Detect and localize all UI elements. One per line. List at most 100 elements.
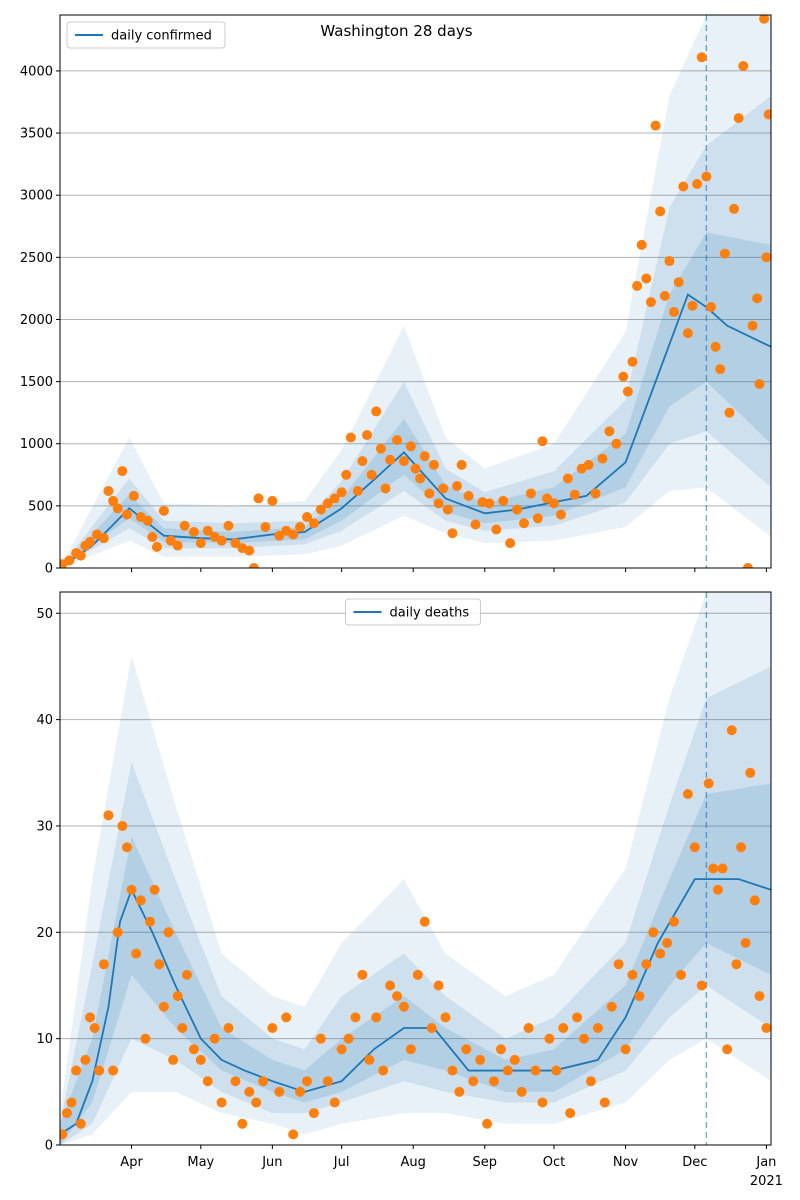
data-point [669, 307, 680, 318]
data-point [103, 485, 114, 496]
data-point [364, 1054, 375, 1065]
x-tick-label: Jul [333, 1155, 350, 1170]
data-point [488, 1076, 499, 1087]
data-point [675, 969, 686, 980]
data-point [696, 52, 707, 63]
data-point [433, 980, 444, 991]
data-point [565, 1108, 576, 1119]
data-point [128, 490, 139, 501]
data-point [761, 252, 771, 263]
y-tick-label: 2500 [20, 251, 53, 266]
y-tick-label: 500 [28, 499, 53, 514]
data-point [438, 483, 449, 494]
data-point [251, 1097, 262, 1108]
legend-label: daily confirmed [111, 29, 212, 44]
data-point [498, 495, 509, 506]
x-tick-label: Sep [472, 1155, 497, 1170]
data-point [583, 459, 594, 470]
data-point [71, 1065, 82, 1076]
data-point [719, 248, 730, 259]
data-point [447, 528, 458, 539]
data-point [627, 969, 638, 980]
data-point [701, 171, 712, 182]
data-point [733, 113, 744, 124]
data-point [154, 959, 165, 970]
data-point [426, 1023, 437, 1034]
y-tick-label: 10 [36, 1032, 53, 1047]
data-point [745, 767, 756, 778]
data-point [555, 509, 566, 520]
data-point [632, 280, 643, 291]
plot-area [60, 15, 771, 568]
legend-box [345, 598, 481, 626]
data-point [295, 1086, 306, 1097]
data-point [673, 277, 684, 288]
data-point [641, 273, 652, 284]
data-point [682, 789, 693, 800]
data-point [209, 1033, 220, 1044]
x-tick-year: 2021 [750, 1174, 783, 1189]
data-point [440, 1012, 451, 1023]
data-point [622, 386, 633, 397]
data-point [648, 927, 659, 938]
data-point [336, 1044, 347, 1055]
data-point [274, 530, 285, 541]
data-point [433, 498, 444, 509]
data-point [491, 524, 502, 535]
data-point [569, 489, 580, 500]
x-tick-label: Dec [682, 1155, 707, 1170]
data-point [302, 512, 313, 523]
data-point [345, 432, 356, 443]
data-point [343, 1033, 354, 1044]
data-point [664, 256, 675, 267]
data-point [147, 531, 158, 542]
data-point [620, 1044, 631, 1055]
data-point [375, 443, 386, 454]
data-point [731, 959, 742, 970]
data-point [66, 1097, 77, 1108]
data-point [89, 1023, 100, 1034]
data-point [410, 463, 421, 474]
data-point [98, 533, 109, 544]
data-point [288, 1129, 299, 1140]
y-tick-label: 4000 [20, 64, 53, 79]
data-point [662, 937, 673, 948]
data-point [145, 916, 156, 927]
data-point [558, 1023, 569, 1034]
data-point [542, 493, 553, 504]
y-tick-label: 1500 [20, 375, 53, 390]
data-point [505, 538, 516, 549]
legend-label: daily deaths [390, 606, 470, 621]
data-point [350, 1012, 361, 1023]
data-point [645, 297, 656, 308]
data-point [419, 916, 430, 927]
data-point [172, 991, 183, 1002]
data-point [260, 521, 271, 532]
data-point [112, 503, 123, 514]
data-point [468, 1076, 479, 1087]
data-point [650, 120, 661, 131]
data-point [636, 239, 647, 250]
data-point [80, 1054, 91, 1065]
x-tick-label: May [187, 1155, 214, 1170]
x-tick-label: Nov [613, 1155, 639, 1170]
data-point [502, 1065, 513, 1076]
legend-box [66, 21, 226, 49]
data-point [735, 842, 746, 853]
data-point [188, 1044, 199, 1055]
data-point [722, 1044, 733, 1055]
data-point [572, 1012, 583, 1023]
data-point [549, 498, 560, 509]
deaths-panel: 0 10 20 30 40 50 Apr May Jun Jul Aug Sep Oct Nov Dec Ja… [36, 591, 783, 1189]
data-point [463, 490, 474, 501]
y-tick-label: 3500 [20, 127, 53, 142]
data-point [308, 518, 319, 529]
data-point [195, 1054, 206, 1065]
data-point [592, 1023, 603, 1034]
data-point [366, 469, 377, 480]
data-point [729, 203, 740, 214]
data-point [692, 179, 703, 190]
data-point [121, 842, 132, 853]
uncertainty-band-inner [60, 783, 771, 1145]
